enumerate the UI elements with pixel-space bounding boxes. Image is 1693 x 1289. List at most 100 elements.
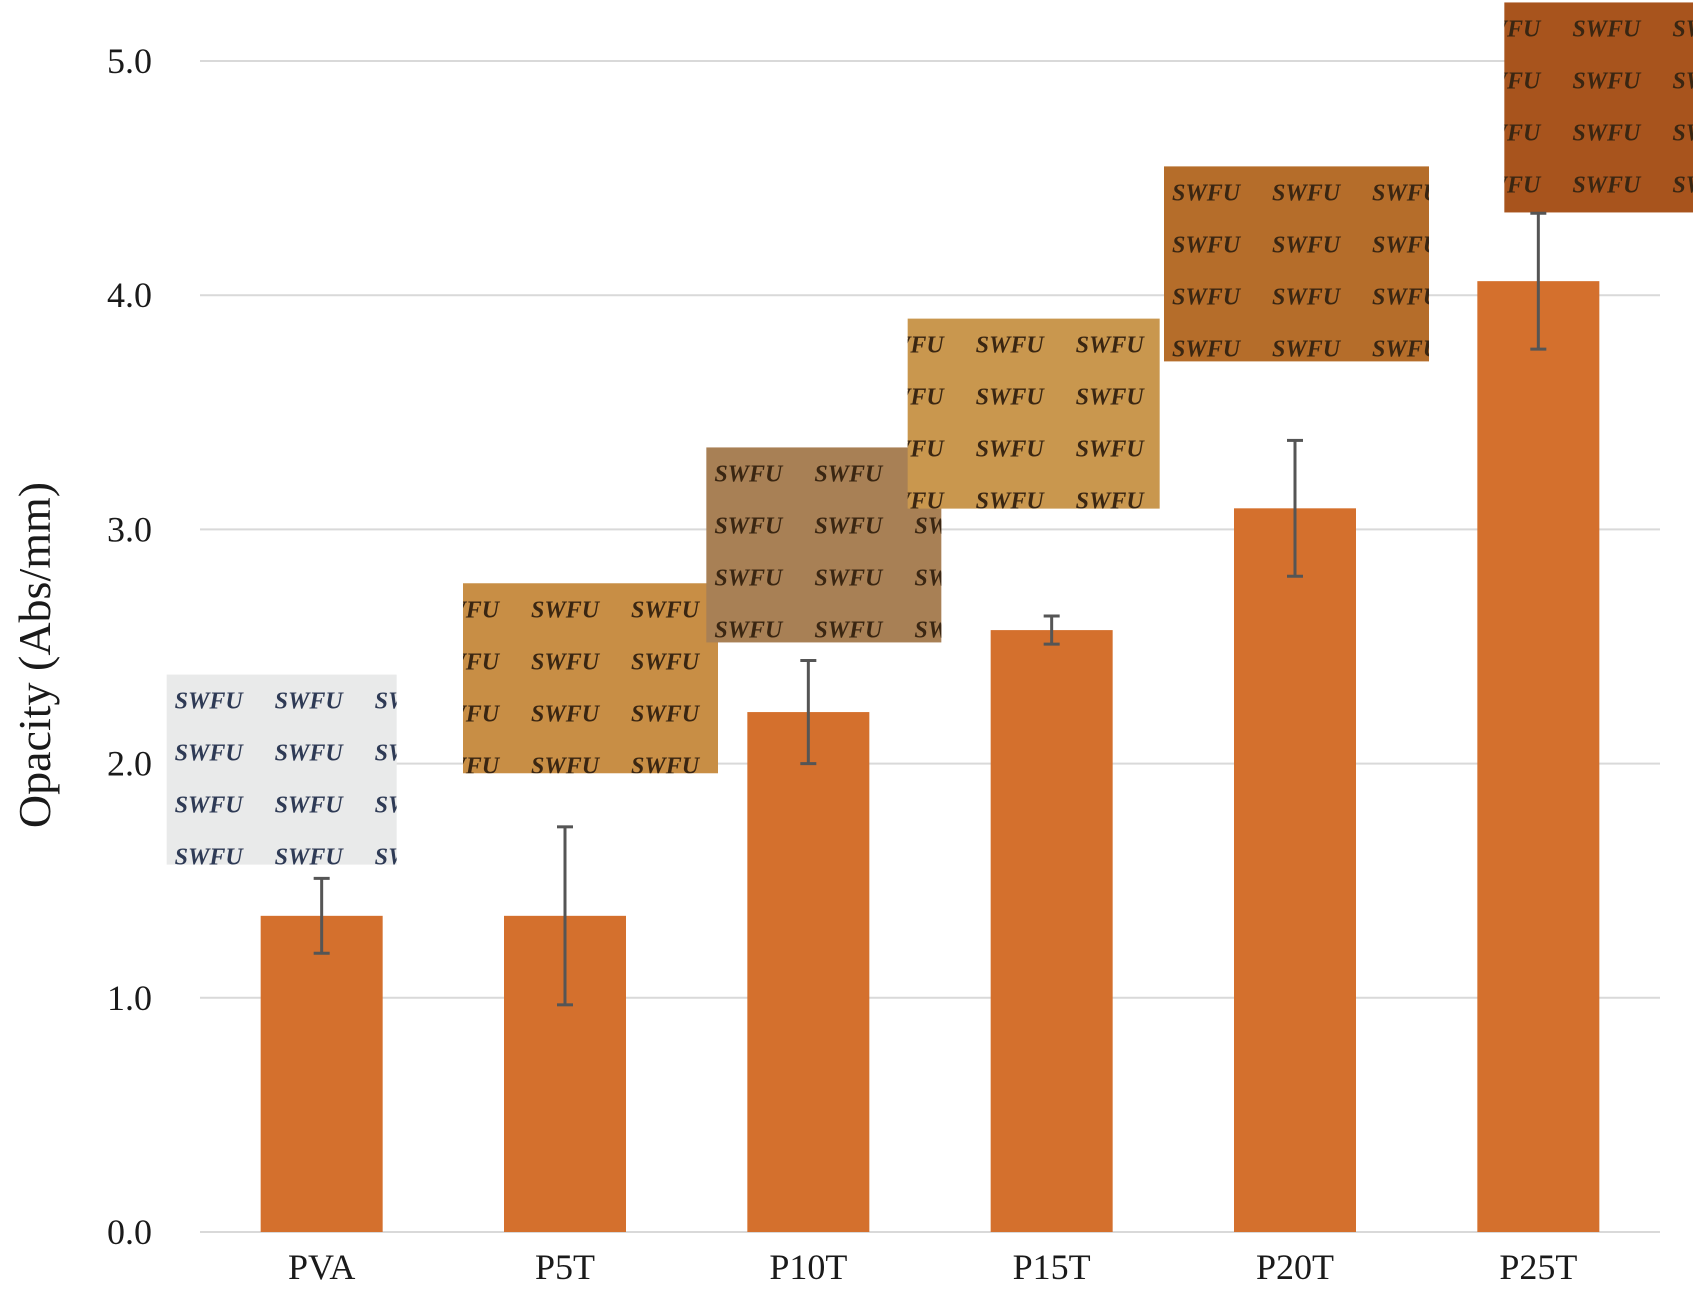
gridlines bbox=[200, 60, 1660, 1233]
film-watermark-text: SWFU bbox=[1272, 232, 1342, 258]
film-watermark-text: SWFU bbox=[876, 437, 946, 463]
error-bar bbox=[1043, 614, 1060, 646]
film-watermark-text: SWFU bbox=[1372, 284, 1442, 310]
film-watermark-text: SWFU bbox=[175, 845, 245, 871]
film-sample-background bbox=[706, 447, 942, 643]
film-watermark-text: SWFU bbox=[275, 689, 345, 715]
error-bar bbox=[557, 825, 573, 1007]
y-tick-label: 0.0 bbox=[107, 1212, 152, 1252]
film-sample-background bbox=[1504, 2, 1693, 213]
film-watermark-text: SWFU bbox=[814, 513, 884, 539]
y-tick-label: 2.0 bbox=[107, 744, 152, 784]
film-watermark-text: SWFU bbox=[814, 617, 884, 643]
film-sample-image: SWFU SWFU SWFU SWFU SWFU SWFU SWFU SWFU SWFU SWFU… bbox=[1164, 166, 1442, 362]
film-watermark-text: SWFU bbox=[275, 793, 345, 819]
error-bar bbox=[800, 659, 817, 766]
film-watermark-text: SWFU bbox=[631, 649, 701, 675]
film-watermark-text: SWFU bbox=[876, 385, 946, 411]
error-bar bbox=[1287, 438, 1303, 578]
film-watermark-text: SWFU bbox=[914, 617, 984, 643]
x-category-label: P20T bbox=[1256, 1247, 1334, 1287]
film-watermark-text: SWFU bbox=[431, 649, 501, 675]
film-watermark-text: SWFU bbox=[1472, 172, 1542, 198]
film-watermark-text: SWFU bbox=[631, 753, 701, 779]
y-tick-label: 4.0 bbox=[107, 275, 152, 315]
film-watermark-text: SWFU bbox=[876, 489, 946, 515]
film-sample-background bbox=[1164, 166, 1429, 362]
film-watermark-text: SWFU bbox=[914, 565, 984, 591]
film-watermark-text: SWFU bbox=[1672, 16, 1693, 42]
film-watermark-text: SWFU bbox=[375, 793, 445, 819]
film-watermark-text: SWFU bbox=[1372, 232, 1442, 258]
film-watermark-text: SWFU bbox=[1076, 489, 1146, 515]
film-watermark-text: SWFU bbox=[714, 565, 784, 591]
film-watermark-text: SWFU bbox=[1272, 336, 1342, 362]
film-watermark-text: SWFU bbox=[1172, 180, 1242, 206]
film-watermark-text: SWFU bbox=[431, 597, 501, 623]
x-category-label: P25T bbox=[1499, 1247, 1577, 1287]
film-watermark-text: SWFU bbox=[1672, 172, 1693, 198]
film-watermark-text: SWFU bbox=[1172, 284, 1242, 310]
film-watermark-text: SWFU bbox=[976, 385, 1046, 411]
error-bar bbox=[1530, 211, 1547, 351]
film-sample-image: SWFU SWFU SWFU SWFU SWFU SWFU SWFU SWFU SWFU SWFU… bbox=[1472, 2, 1693, 213]
film-watermark-text: SWFU bbox=[431, 753, 501, 779]
film-sample-image: SWFU SWFU SWFU SWFU SWFU SWFU SWFU SWFU SWFU SWFU… bbox=[166, 674, 445, 871]
film-watermark-text: SWFU bbox=[375, 845, 445, 871]
film-watermark-text: SWFU bbox=[175, 793, 245, 819]
film-watermark-text: SWFU bbox=[1572, 120, 1642, 146]
y-tick-labels: 0.0 1.0 2.0 3.0 4.0 5.0 bbox=[107, 41, 152, 1252]
bar-p10t bbox=[747, 712, 870, 1232]
bar-p15t bbox=[990, 630, 1113, 1232]
film-watermark-text: SWFU bbox=[976, 333, 1046, 359]
film-watermark-text: SWFU bbox=[976, 489, 1046, 515]
film-watermark-text: SWFU bbox=[175, 689, 245, 715]
film-watermark-text: SWFU bbox=[1572, 16, 1642, 42]
film-sample-image: SWFU SWFU SWFU SWFU SWFU SWFU SWFU SWFU SWFU SWFU… bbox=[876, 318, 1160, 515]
film-watermark-text: SWFU bbox=[714, 617, 784, 643]
film-watermark-text: SWFU bbox=[976, 437, 1046, 463]
y-tick-label: 5.0 bbox=[107, 41, 152, 81]
film-sample-background bbox=[463, 583, 718, 774]
y-tick-label: 3.0 bbox=[107, 509, 152, 549]
film-watermark-text: SWFU bbox=[631, 597, 701, 623]
film-watermark-text: SWFU bbox=[275, 845, 345, 871]
x-category-label: P10T bbox=[769, 1247, 847, 1287]
film-watermark-text: SWFU bbox=[1172, 336, 1242, 362]
film-sample-background bbox=[907, 318, 1160, 509]
film-watermark-text: SWFU bbox=[375, 741, 445, 767]
y-axis-title: Opacity (Abs/mm) bbox=[9, 482, 60, 828]
film-watermark-text: SWFU bbox=[275, 741, 345, 767]
film-watermark-text: SWFU bbox=[1672, 120, 1693, 146]
x-category-label: P15T bbox=[1013, 1247, 1091, 1287]
film-watermark-text: SWFU bbox=[531, 649, 601, 675]
film-watermark-text: SWFU bbox=[1372, 336, 1442, 362]
film-watermark-text: SWFU bbox=[1472, 120, 1542, 146]
film-watermark-text: SWFU bbox=[1172, 232, 1242, 258]
film-sample-image: SWFU SWFU SWFU SWFU SWFU SWFU SWFU SWFU SWFU SWFU… bbox=[431, 583, 718, 779]
film-watermark-text: SWFU bbox=[876, 333, 946, 359]
film-watermark-text: SWFU bbox=[1272, 284, 1342, 310]
film-watermark-text: SWFU bbox=[531, 753, 601, 779]
film-watermark-text: SWFU bbox=[1472, 16, 1542, 42]
x-category-label: P5T bbox=[535, 1247, 595, 1287]
film-watermark-text: SWFU bbox=[1076, 437, 1146, 463]
bar-p25t bbox=[1477, 281, 1600, 1232]
film-watermark-text: SWFU bbox=[375, 689, 445, 715]
film-watermark-text: SWFU bbox=[1672, 68, 1693, 94]
film-watermark-text: SWFU bbox=[1572, 172, 1642, 198]
film-watermark-text: SWFU bbox=[631, 701, 701, 727]
film-watermark-text: SWFU bbox=[531, 597, 601, 623]
bars bbox=[260, 281, 1600, 1232]
film-watermark-text: SWFU bbox=[914, 513, 984, 539]
film-watermark-text: SWFU bbox=[531, 701, 601, 727]
film-watermark-text: SWFU bbox=[175, 741, 245, 767]
film-watermark-text: SWFU bbox=[814, 461, 884, 487]
error-bar bbox=[313, 876, 330, 955]
y-tick-label: 1.0 bbox=[107, 978, 152, 1018]
film-watermark-text: SWFU bbox=[814, 565, 884, 591]
film-watermark-text: SWFU bbox=[714, 513, 784, 539]
bar-p20t bbox=[1234, 508, 1356, 1232]
